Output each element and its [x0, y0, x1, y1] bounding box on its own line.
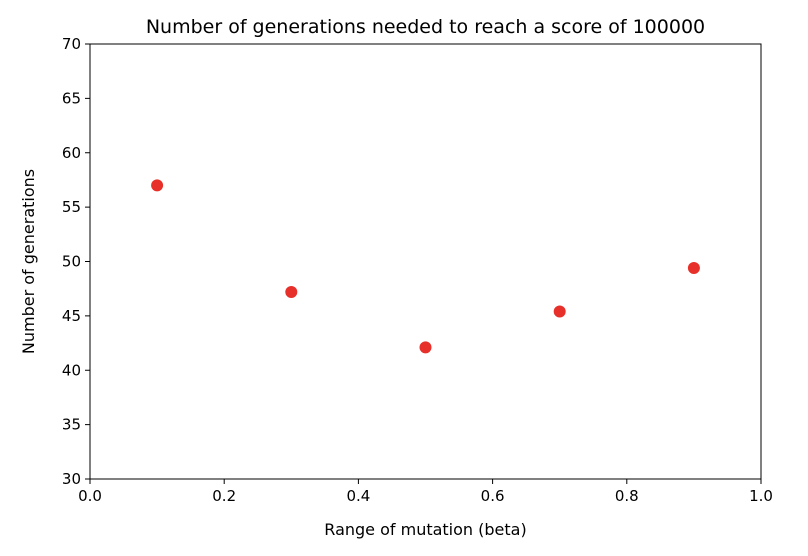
plot-area	[89, 43, 762, 480]
y-tick-label: 55	[62, 198, 81, 216]
plot-frame	[89, 43, 762, 480]
x-tick-label: 0.6	[481, 487, 505, 505]
y-axis-ticks: 30 35 40 45 50 55 60 65 70	[62, 35, 90, 488]
x-tick-label: 1.0	[749, 487, 773, 505]
x-tick-label: 0.2	[212, 487, 236, 505]
chart-title: Number of generations needed to reach a …	[146, 16, 705, 38]
data-point	[419, 341, 432, 354]
y-tick-label: 30	[62, 470, 81, 488]
y-tick-label: 40	[62, 361, 81, 379]
x-tick-label: 0.0	[78, 487, 102, 505]
y-tick-label: 45	[62, 307, 81, 325]
y-tick-label: 70	[62, 35, 81, 53]
x-axis-ticks: 0.0 0.2 0.4 0.6 0.8 1.0	[78, 479, 773, 505]
data-points	[151, 179, 700, 354]
y-tick-label: 35	[62, 416, 81, 434]
x-tick-label: 0.8	[615, 487, 639, 505]
x-axis-label: Range of mutation (beta)	[324, 520, 526, 539]
y-tick-label: 60	[62, 144, 81, 162]
data-point	[687, 262, 700, 275]
y-tick-label: 50	[62, 253, 81, 271]
x-tick-label: 0.4	[346, 487, 370, 505]
data-point	[553, 305, 566, 318]
data-point	[151, 179, 164, 192]
y-axis-label: Number of generations	[19, 169, 38, 354]
y-tick-label: 65	[62, 89, 81, 107]
data-point	[285, 285, 298, 298]
